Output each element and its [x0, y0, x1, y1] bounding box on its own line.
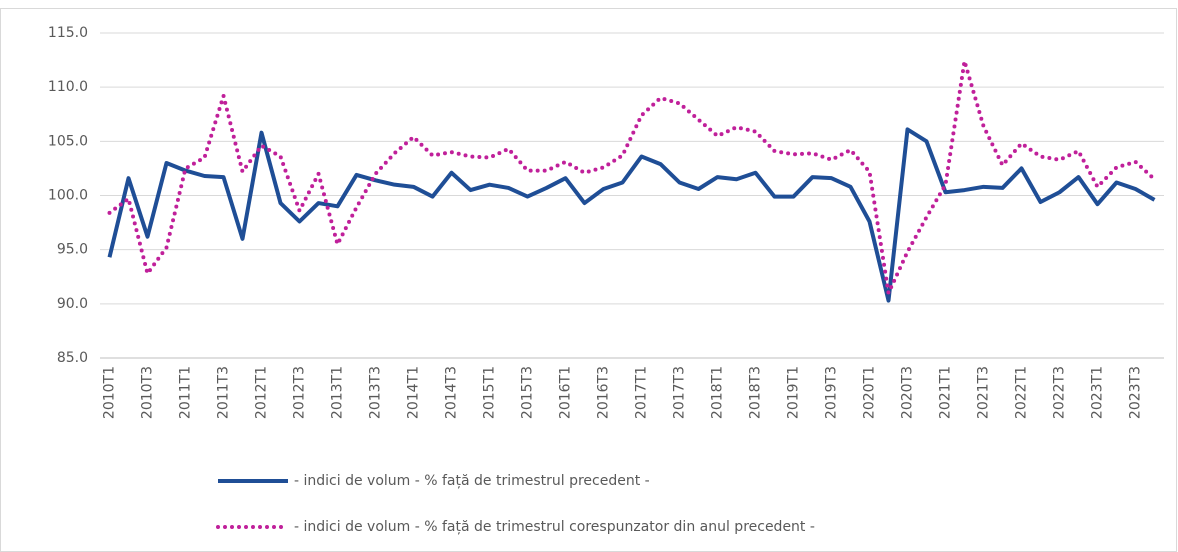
- legend-label: - indici de volum - % față de trimestrul…: [294, 519, 815, 535]
- y-tick-label: 90.0: [57, 296, 88, 312]
- x-tick-label: 2023T3: [1128, 366, 1144, 419]
- x-tick-label: 2013T1: [330, 366, 346, 419]
- chart-frame: [0, 8, 1177, 552]
- y-tick-label: 85.0: [57, 350, 88, 366]
- legend: - indici de volum - % față de trimestrul…: [216, 473, 815, 535]
- x-tick-label: 2011T3: [216, 366, 232, 419]
- x-tick-label: 2019T3: [824, 366, 840, 419]
- x-tick-label: 2017T3: [672, 366, 688, 419]
- x-tick-label: 2012T1: [254, 366, 270, 419]
- x-tick-label: 2014T3: [444, 366, 460, 419]
- y-tick-label: 110.0: [48, 79, 88, 95]
- x-tick-label: 2013T3: [368, 366, 384, 419]
- x-tick-label: 2015T1: [482, 366, 498, 419]
- x-tick-label: 2018T1: [710, 366, 726, 419]
- legend-label: - indici de volum - % față de trimestrul…: [294, 473, 650, 489]
- x-tick-label: 2021T3: [976, 366, 992, 419]
- y-tick-label: 115.0: [48, 25, 88, 41]
- x-tick-label: 2014T1: [406, 366, 422, 419]
- x-tick-label: 2022T3: [1052, 366, 1068, 419]
- x-tick-label: 2011T1: [178, 366, 194, 419]
- x-tick-label: 2021T1: [938, 366, 954, 419]
- x-tick-label: 2016T1: [558, 366, 574, 419]
- x-tick-label: 2016T3: [596, 366, 612, 419]
- y-tick-label: 105.0: [48, 133, 88, 149]
- x-tick-label: 2010T1: [102, 366, 118, 419]
- x-tick-label: 2023T1: [1090, 366, 1106, 419]
- x-tick-label: 2015T3: [520, 366, 536, 419]
- x-tick-label: 2020T1: [862, 366, 878, 419]
- x-tick-label: 2017T1: [634, 366, 650, 419]
- x-tick-label: 2020T3: [900, 366, 916, 419]
- x-tick-label: 2018T3: [748, 366, 764, 419]
- y-tick-label: 95.0: [57, 242, 88, 258]
- series-line: [107, 127, 1156, 303]
- series-line: [107, 59, 1157, 295]
- x-tick-label: 2012T3: [292, 366, 308, 419]
- x-tick-label: 2010T3: [140, 366, 156, 419]
- y-tick-label: 100.0: [48, 188, 88, 204]
- x-tick-label: 2022T1: [1014, 366, 1030, 419]
- x-tick-label: 2019T1: [786, 366, 802, 419]
